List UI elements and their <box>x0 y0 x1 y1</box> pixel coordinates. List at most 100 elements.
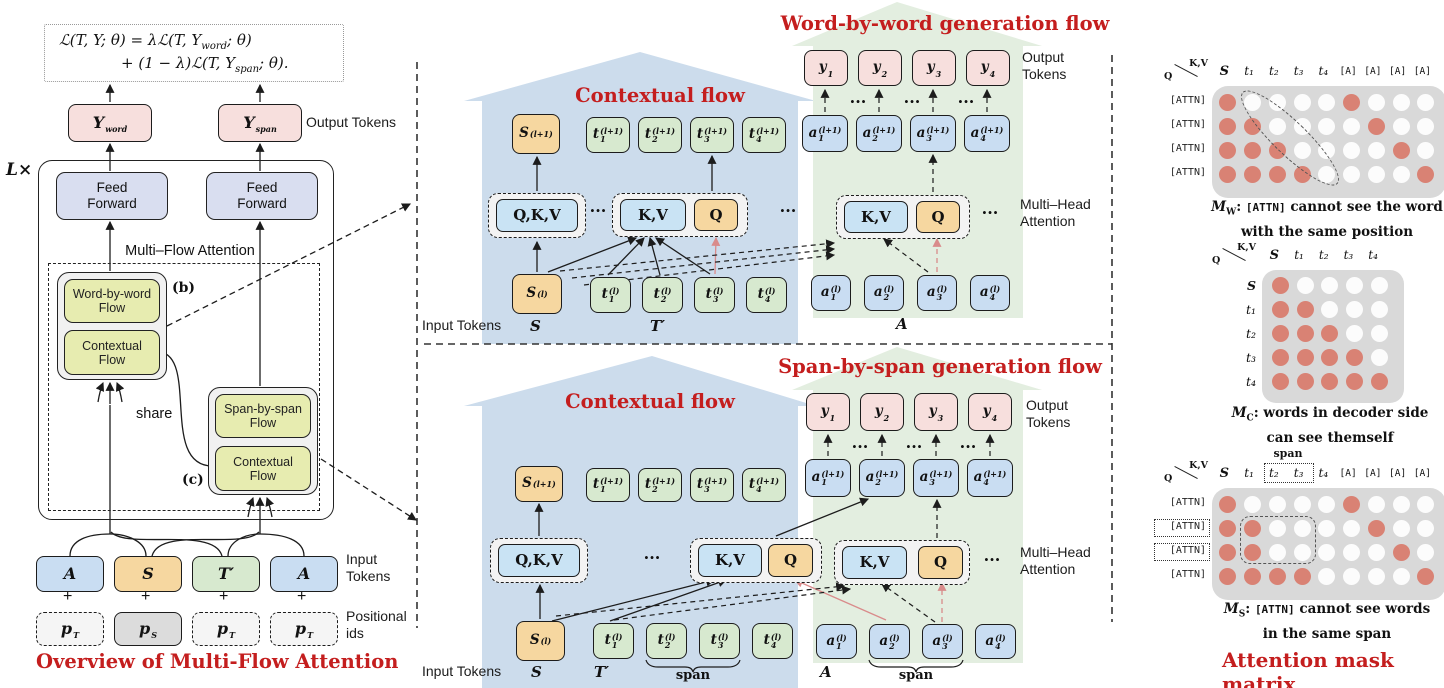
token-t3-out-bot: t (l+1) 3 <box>690 468 734 502</box>
mask-cell-masked <box>1367 93 1385 111</box>
mask-s-row2-box <box>1154 519 1210 537</box>
mask-cell-visible <box>1244 117 1262 135</box>
token-t4-in-bot: t (l) 4 <box>752 623 793 659</box>
token-a2-in-bot: a (l) 2 <box>869 624 910 659</box>
token-t4-out-bot: t (l+1) 4 <box>742 468 786 502</box>
output-tokens-label-top: Output Tokens <box>1022 49 1067 82</box>
mask-cell-visible <box>1417 567 1435 585</box>
mask-cell-masked <box>1244 93 1262 111</box>
col-label: [A] <box>1364 66 1382 77</box>
multi-flow-attention-dashed-box <box>48 263 320 511</box>
mask-cell-masked <box>1321 276 1339 294</box>
col-label: t₂ <box>1269 64 1279 78</box>
mask-cell-visible <box>1219 543 1237 561</box>
mask-cell-masked <box>1392 117 1410 135</box>
mask-cell-masked <box>1318 543 1336 561</box>
mask-cell-visible <box>1244 165 1262 183</box>
loss-formula-box: ℒ(T, Y; θ) = λℒ(T, Yword; θ) + (1 − λ)ℒ(… <box>44 24 344 82</box>
mask-c-caption-line1: MC: words in decoder side <box>1231 405 1429 424</box>
token-a3-in-top: a (l) 3 <box>917 275 957 311</box>
mask-cell-masked <box>1346 324 1364 342</box>
mask-cell-visible <box>1367 519 1385 537</box>
mask-cell-masked <box>1346 300 1364 318</box>
mask-row <box>1216 90 1444 114</box>
word-gen-flow-title: Word-by-word generation flow <box>780 12 1110 35</box>
mask-row <box>1268 345 1404 369</box>
kv-box-span1-bot: K,V <box>698 544 762 577</box>
mask-s-row-2: [ATTN] <box>1169 521 1206 532</box>
mask-cell-masked <box>1370 300 1388 318</box>
mask-cell-masked <box>1346 276 1364 294</box>
loss-formula-line1: ℒ(T, Y; θ) = λℒ(T, Yword; θ) <box>59 31 252 52</box>
mask-c-row-1: S <box>1246 278 1256 293</box>
q-box-gen-top: Q <box>916 201 960 233</box>
multi-head-attention-label-top: Multi–Head Attention <box>1020 196 1091 229</box>
span-label-a: span <box>898 668 934 683</box>
mask-cell-masked <box>1343 519 1361 537</box>
mask-cell-visible <box>1244 567 1262 585</box>
mask-cell-visible <box>1321 372 1339 390</box>
mask-cell-masked <box>1370 324 1388 342</box>
mask-s-row-4: [ATTN] <box>1169 569 1206 580</box>
mask-cell-visible <box>1367 117 1385 135</box>
plus-3: + <box>219 588 229 605</box>
col-label: t₃ <box>1343 248 1354 262</box>
mask-cell-masked <box>1293 141 1311 159</box>
mask-c-row-5: t₄ <box>1245 374 1256 389</box>
col-label: [A] <box>1339 66 1357 77</box>
mask-cell-masked <box>1367 141 1385 159</box>
token-t2-out-bot: t (l+1) 2 <box>638 468 682 502</box>
mask-cell-visible <box>1272 324 1290 342</box>
mask-w-corner: Q K,V <box>1162 58 1208 82</box>
mask-cell-masked <box>1343 141 1361 159</box>
mask-c-row-3: t₂ <box>1245 326 1256 341</box>
mask-s-row-1: [ATTN] <box>1169 497 1206 508</box>
token-t3-out-top: t (l+1) 3 <box>690 117 734 153</box>
mask-c-row-4: t₃ <box>1245 350 1256 365</box>
mask-cell-visible <box>1219 519 1237 537</box>
mask-s-row3-box <box>1154 543 1210 561</box>
word-by-word-flow-box: Word-by-word Flow <box>64 279 160 323</box>
kv-box-gen-top: K,V <box>844 201 908 233</box>
mask-cell-masked <box>1318 495 1336 513</box>
plus-2: + <box>141 588 151 605</box>
mask-cell-masked <box>1268 93 1286 111</box>
mask-cell-visible <box>1272 372 1290 390</box>
col-label: t₃ <box>1293 466 1304 480</box>
token-a1-out-top: a (l+1) 1 <box>802 115 848 152</box>
input-tokens-label-left: Input Tokens <box>346 551 391 584</box>
corner-kv-label: K,V <box>1189 460 1208 471</box>
multi-head-attention-label-bot: Multi–Head Attention <box>1020 544 1091 577</box>
input-token-a2: A <box>270 556 338 592</box>
mask-cell-masked <box>1392 519 1410 537</box>
contextual-flow-box-b: Contextual Flow <box>64 330 160 375</box>
col-label: [A] <box>1389 66 1407 77</box>
qkv-box-bot: Q,K,V <box>498 544 580 577</box>
mask-cell-masked <box>1293 93 1311 111</box>
mask-cell-visible <box>1296 300 1314 318</box>
input-token-a1: A <box>36 556 104 592</box>
mask-cell-masked <box>1244 495 1262 513</box>
col-label: t₁ <box>1294 248 1304 262</box>
col-label: S <box>1219 64 1230 79</box>
left-panel-title: Overview of Multi-Flow Attention <box>36 650 399 673</box>
mask-c-col-headers: S t₁ t₂ t₃ t₄ <box>1262 248 1398 263</box>
token-a4-in-bot: a (l) 4 <box>975 624 1016 659</box>
corner-q-label: Q <box>1164 473 1173 484</box>
mask-cell-masked <box>1417 495 1435 513</box>
token-a3-out-bot: a (l+1) 3 <box>913 459 959 497</box>
mask-cell-masked <box>1392 495 1410 513</box>
contextual-flow-arrow-bottom <box>464 356 816 688</box>
col-label: S <box>1269 248 1280 263</box>
mask-w-caption: MW: [ATTN] cannot see the word with the … <box>1205 198 1444 242</box>
token-t2-in-top: t (l) 2 <box>642 277 683 313</box>
mask-s-caption: MS: [ATTN] cannot see words in the same … <box>1205 600 1444 644</box>
mask-cell-masked <box>1268 117 1286 135</box>
feed-forward-left: Feed Forward <box>56 172 168 220</box>
mask-cell-masked <box>1268 495 1286 513</box>
